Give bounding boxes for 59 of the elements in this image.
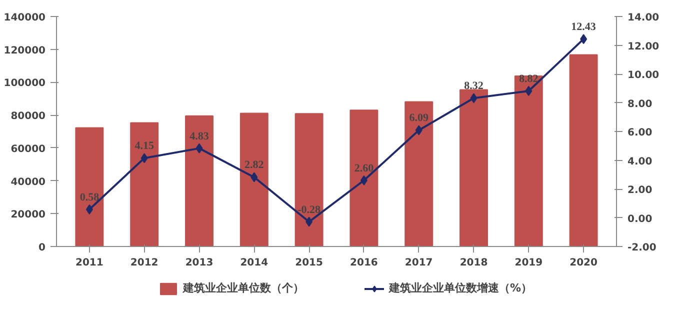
x-tick-label: 2012 (130, 258, 158, 268)
bar (404, 101, 434, 246)
legend-label: 建筑业企业单位数增速（%） (388, 280, 532, 296)
bar (240, 112, 268, 246)
legend-label: 建筑业企业单位数（个） (182, 280, 304, 296)
bar (75, 127, 104, 246)
data-label: 8.32 (464, 80, 484, 92)
data-label: 0.58 (80, 191, 100, 204)
y2-tick-label: -2.00 (628, 242, 656, 254)
y2-tick-label: 6.00 (628, 128, 652, 138)
y2-tick-label: 4.00 (628, 156, 652, 168)
y2-tick-label: 0.00 (628, 214, 652, 225)
point (470, 93, 478, 104)
bar (294, 113, 324, 246)
bar (185, 115, 214, 246)
y-tick-label: 140000 (4, 12, 46, 24)
x-tick-label: 2015 (295, 258, 324, 268)
y-tick-label: 80000 (10, 111, 46, 122)
x-tick-label: 2013 (185, 258, 214, 268)
y-tick-label: 40000 (10, 176, 46, 188)
point (86, 204, 93, 214)
point (140, 153, 148, 164)
y2-tick-label: 12.00 (628, 41, 660, 52)
x-tick-label: 2011 (76, 258, 104, 268)
y2-tick-label: 10.00 (628, 70, 660, 81)
x-tick-label: 2018 (460, 258, 488, 268)
point (415, 125, 422, 136)
data-label: 4.83 (190, 130, 210, 142)
y2-tick-label: 2.00 (628, 185, 652, 196)
bar (514, 75, 543, 246)
data-label: 4.15 (134, 140, 154, 152)
y-tick-label: 0 (38, 242, 46, 254)
data-label: 12.43 (571, 21, 596, 34)
y-tick-label: 120000 (4, 45, 46, 56)
data-label: 2.60 (354, 162, 374, 174)
y-tick-label: 20000 (10, 210, 46, 221)
y2-tick-label: 14.00 (628, 12, 660, 24)
y-tick-label: 100000 (4, 78, 46, 90)
point (360, 175, 368, 186)
point (196, 143, 203, 154)
y-tick-label: 60000 (10, 144, 46, 155)
bar (350, 110, 378, 246)
bar (460, 89, 488, 246)
bar (130, 122, 159, 246)
data-label: 6.09 (409, 112, 429, 124)
point (250, 172, 258, 182)
x-tick-label: 2014 (240, 258, 268, 268)
x-tick-label: 2019 (514, 258, 543, 268)
x-tick-label: 2020 (570, 258, 598, 268)
data-label: 2.82 (244, 159, 264, 172)
data-label: -0.28 (298, 204, 322, 216)
point (306, 216, 313, 227)
bar (569, 54, 598, 246)
x-tick-label: 2016 (350, 258, 378, 268)
y2-tick-label: 8.00 (628, 98, 652, 110)
x-tick-label: 2017 (404, 258, 433, 268)
point (525, 86, 532, 96)
point (580, 34, 588, 44)
data-label: 8.82 (519, 72, 539, 85)
